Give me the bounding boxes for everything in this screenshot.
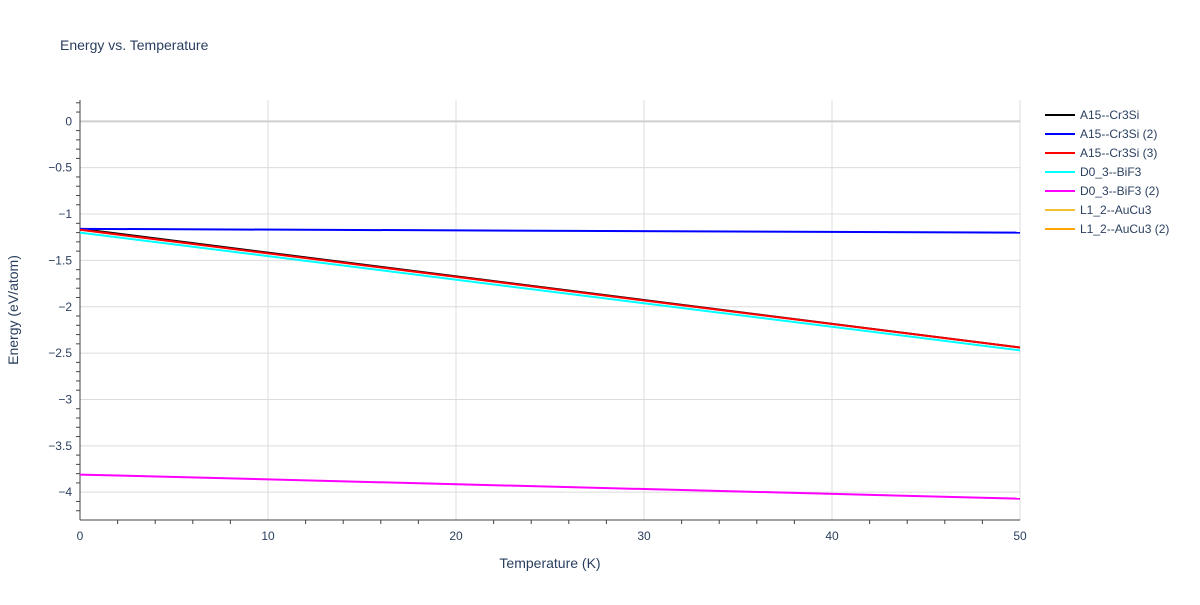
legend-label: L1_2--AuCu3	[1080, 203, 1152, 217]
x-tick-label: 50	[1013, 529, 1027, 543]
legend-label: D0_3--BiF3	[1080, 165, 1142, 179]
y-tick-label: −2	[58, 300, 72, 314]
series-line[interactable]	[79, 473, 1021, 500]
legend-item[interactable]: A15--Cr3Si	[1045, 108, 1139, 122]
legend-item[interactable]: A15--Cr3Si (3)	[1045, 146, 1157, 160]
y-tick-label: −2.5	[48, 346, 72, 360]
x-tick-label: 10	[261, 529, 275, 543]
x-tick-label: 0	[77, 529, 84, 543]
series-line[interactable]	[79, 227, 1021, 234]
y-tick-label: −3.5	[48, 439, 72, 453]
y-tick-label: −4	[58, 485, 72, 499]
x-tick-label: 30	[637, 529, 651, 543]
y-tick-label: −1	[58, 207, 72, 221]
y-tick-label: −0.5	[48, 161, 72, 175]
legend-item[interactable]: D0_3--BiF3	[1045, 165, 1142, 179]
legend-label: A15--Cr3Si	[1080, 108, 1139, 122]
chart-title: Energy vs. Temperature	[60, 37, 209, 53]
legend-item[interactable]: L1_2--AuCu3 (2)	[1045, 222, 1169, 236]
series-line[interactable]	[79, 231, 1021, 352]
y-tick-label: 0	[65, 114, 72, 128]
legend-label: A15--Cr3Si (3)	[1080, 146, 1157, 160]
legend-label: D0_3--BiF3 (2)	[1080, 184, 1159, 198]
legend-item[interactable]: D0_3--BiF3 (2)	[1045, 184, 1159, 198]
legend-label: A15--Cr3Si (2)	[1080, 127, 1157, 141]
x-axis-label: Temperature (K)	[499, 555, 600, 571]
y-tick-label: −3	[58, 392, 72, 406]
x-tick-label: 20	[449, 529, 463, 543]
y-tick-label: −1.5	[48, 253, 72, 267]
x-tick-label: 40	[825, 529, 839, 543]
y-axis-label: Energy (eV/atom)	[5, 255, 21, 365]
legend-item[interactable]: L1_2--AuCu3	[1045, 203, 1152, 217]
legend-label: L1_2--AuCu3 (2)	[1080, 222, 1169, 236]
legend-item[interactable]: A15--Cr3Si (2)	[1045, 127, 1157, 141]
series-line[interactable]	[79, 228, 1021, 349]
